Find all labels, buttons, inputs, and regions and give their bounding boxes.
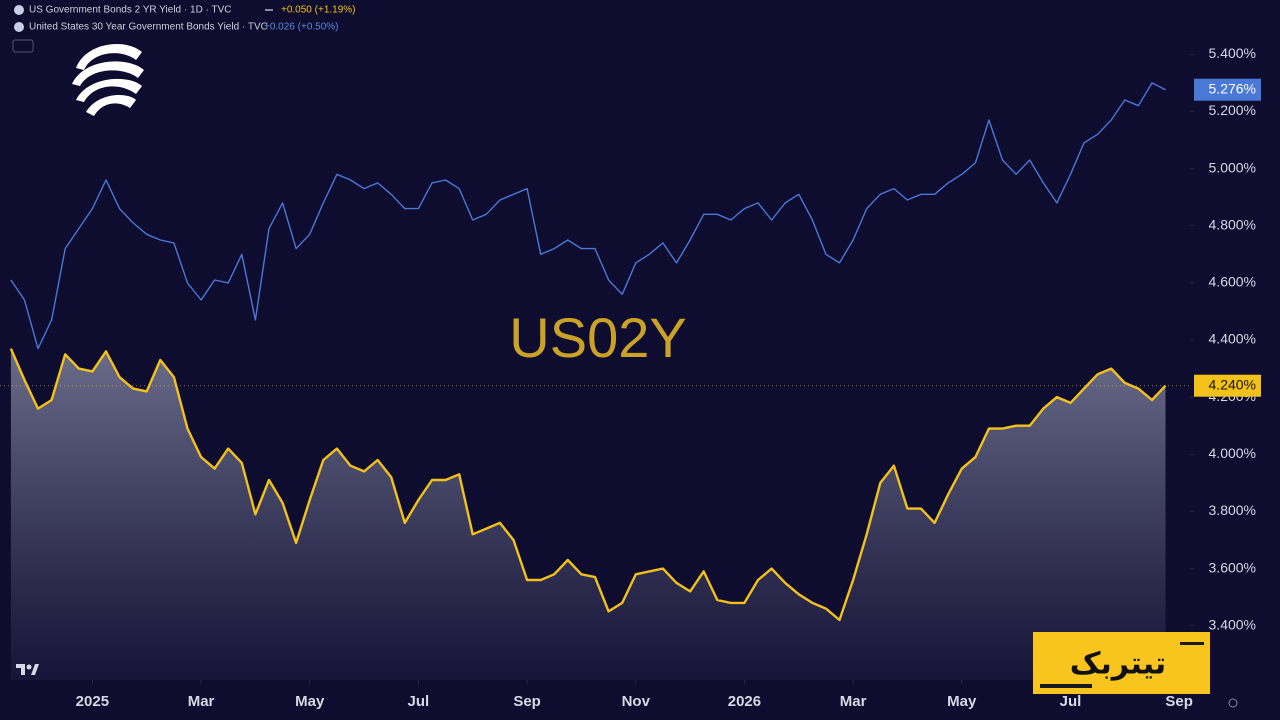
x-tick-label: May [947, 693, 977, 710]
legend-dash [265, 9, 273, 11]
x-tick-label: Jul [1060, 693, 1082, 710]
badge-stripe [1040, 684, 1092, 688]
badge-text: تیتربک [1070, 647, 1166, 682]
watermark: US02Y [509, 306, 686, 369]
legend-change: +0.026 (+0.50%) [264, 22, 339, 33]
y-tick-label: 3.400% [1209, 616, 1256, 632]
x-tick-label: 2025 [76, 693, 109, 710]
x-tick-label: Sep [513, 693, 541, 710]
x-tick-label: Jul [408, 693, 430, 710]
y-tick-label: 5.200% [1209, 102, 1256, 118]
legend-entry: United States 30 Year Government Bonds Y… [29, 22, 268, 33]
legend-entry: US Government Bonds 2 YR Yield · 1D · TV… [29, 5, 232, 16]
series-line [10, 82, 1166, 350]
y-tick-label: 5.000% [1209, 159, 1256, 175]
flag-icon [14, 5, 24, 15]
x-tick-label: Mar [188, 693, 215, 710]
y-tick-label: 4.400% [1209, 331, 1256, 347]
collapse-button[interactable] [12, 39, 34, 53]
tradingview-logo [16, 664, 39, 675]
settings-icon[interactable] [1228, 698, 1238, 708]
logo [68, 38, 144, 116]
last-value-box [1194, 374, 1261, 397]
legend: US Government Bonds 2 YR Yield · 1D · TV… [12, 5, 356, 53]
flag-icon [14, 22, 24, 32]
last-value-label: 5.276% [1209, 80, 1256, 96]
last-value-label: 4.240% [1209, 376, 1256, 392]
series-line [9, 348, 1167, 622]
x-tick-label: Sep [1165, 693, 1193, 710]
legend-change: +0.050 (+1.19%) [281, 5, 356, 16]
last-value-box [1194, 78, 1261, 101]
plot-area [0, 53, 1194, 684]
y-tick-label: 4.000% [1209, 445, 1256, 461]
x-tick-label: Nov [622, 693, 651, 710]
badge-stripe [1180, 642, 1204, 645]
y-tick-label: 5.400% [1209, 45, 1256, 61]
area-fill [10, 348, 1166, 680]
x-tick-label: May [295, 693, 325, 710]
x-tick-label: 2026 [728, 693, 761, 710]
y-tick-label: 4.800% [1209, 216, 1256, 232]
x-tick-label: Mar [840, 693, 867, 710]
badge: تیتربک [1033, 632, 1210, 694]
y-tick-label: 3.600% [1209, 559, 1256, 575]
y-tick-label: 4.600% [1209, 274, 1256, 290]
y-tick-label: 3.800% [1209, 502, 1256, 518]
